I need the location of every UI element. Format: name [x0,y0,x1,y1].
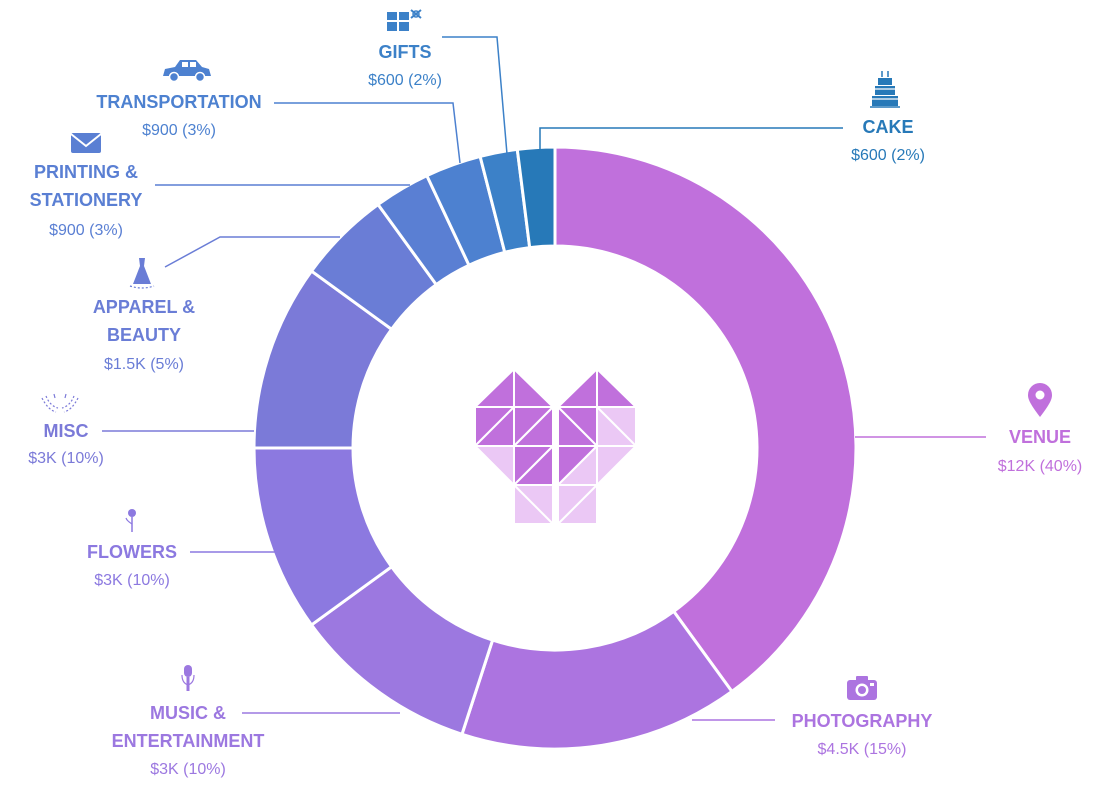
label-venue: VENUE [1009,427,1071,447]
label-apparel-beauty: APPAREL & [93,297,195,317]
label-gifts: GIFTS [379,42,432,62]
value-label-photography: $4.5K (15%) [818,741,907,758]
value-label-gifts: $600 (2%) [368,72,442,89]
camera-icon [847,676,877,700]
label-printing-stationery: PRINTING & [34,162,138,182]
donut-slices [252,145,858,751]
envelope-icon [70,133,102,153]
value-label-venue: $12K (40%) [998,458,1083,475]
leader-line-cake [539,127,843,150]
heart-icon [474,368,637,525]
value-label-music-entertainment: $3K (10%) [150,761,226,778]
flower-icon [125,509,136,532]
label-flowers: FLOWERS [87,542,177,562]
label-transportation: TRANSPORTATION [96,92,261,112]
label-apparel-beauty: BEAUTY [107,325,181,345]
value-label-flowers: $3K (10%) [94,572,170,589]
value-label-cake: $600 (2%) [851,147,925,164]
dress-icon [129,258,155,289]
map-pin-icon [1028,383,1052,417]
leader-line-gifts [442,36,508,155]
value-label-misc: $3K (10%) [28,450,104,467]
microphone-icon [181,665,195,691]
cake-icon [870,71,900,108]
label-music-entertainment: MUSIC & [150,703,226,723]
label-cake: CAKE [862,117,913,137]
label-printing-stationery: STATIONERY [30,190,143,210]
car-icon [163,60,211,83]
value-label-apparel-beauty: $1.5K (5%) [104,356,184,373]
leader-line-transportation [274,102,461,164]
slice-cake[interactable] [515,145,557,250]
slice-venue[interactable] [553,145,858,694]
label-misc: MISC [44,421,89,441]
sparkle-icon [41,393,79,413]
label-photography: PHOTOGRAPHY [792,711,933,731]
leader-line-apparel-beauty [164,236,340,268]
value-label-transportation: $900 (3%) [142,122,216,139]
value-label-printing-stationery: $900 (3%) [49,222,123,239]
gift-icon [387,9,422,31]
label-music-entertainment: ENTERTAINMENT [112,731,265,751]
